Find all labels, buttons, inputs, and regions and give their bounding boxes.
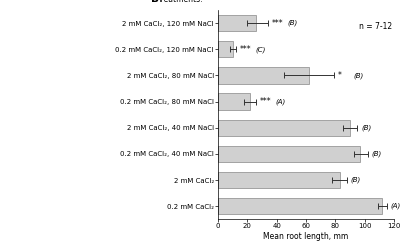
Text: ***: *** (272, 19, 283, 28)
Text: B: B (151, 0, 159, 4)
Bar (218, 120, 350, 136)
Text: (B): (B) (351, 177, 361, 183)
Text: (B): (B) (354, 72, 364, 79)
Bar (218, 41, 233, 57)
Text: Treatments:: Treatments: (158, 0, 204, 4)
Text: (B): (B) (361, 124, 371, 131)
Bar (218, 146, 360, 162)
Bar (218, 67, 309, 84)
Text: ***: *** (239, 45, 251, 54)
Text: (B): (B) (371, 151, 382, 157)
Text: (C): (C) (256, 46, 266, 53)
Text: (A): (A) (276, 98, 286, 105)
Bar (218, 15, 256, 31)
Text: A: A (6, 8, 14, 18)
Bar (218, 198, 382, 214)
Text: ***: *** (260, 97, 272, 106)
X-axis label: Mean root length, mm: Mean root length, mm (263, 232, 349, 241)
Bar (218, 93, 250, 110)
Bar (218, 172, 340, 188)
Text: (B): (B) (288, 20, 298, 26)
Text: (A): (A) (390, 203, 400, 209)
Text: *: * (338, 71, 342, 80)
Text: n = 7-12: n = 7-12 (360, 22, 392, 31)
